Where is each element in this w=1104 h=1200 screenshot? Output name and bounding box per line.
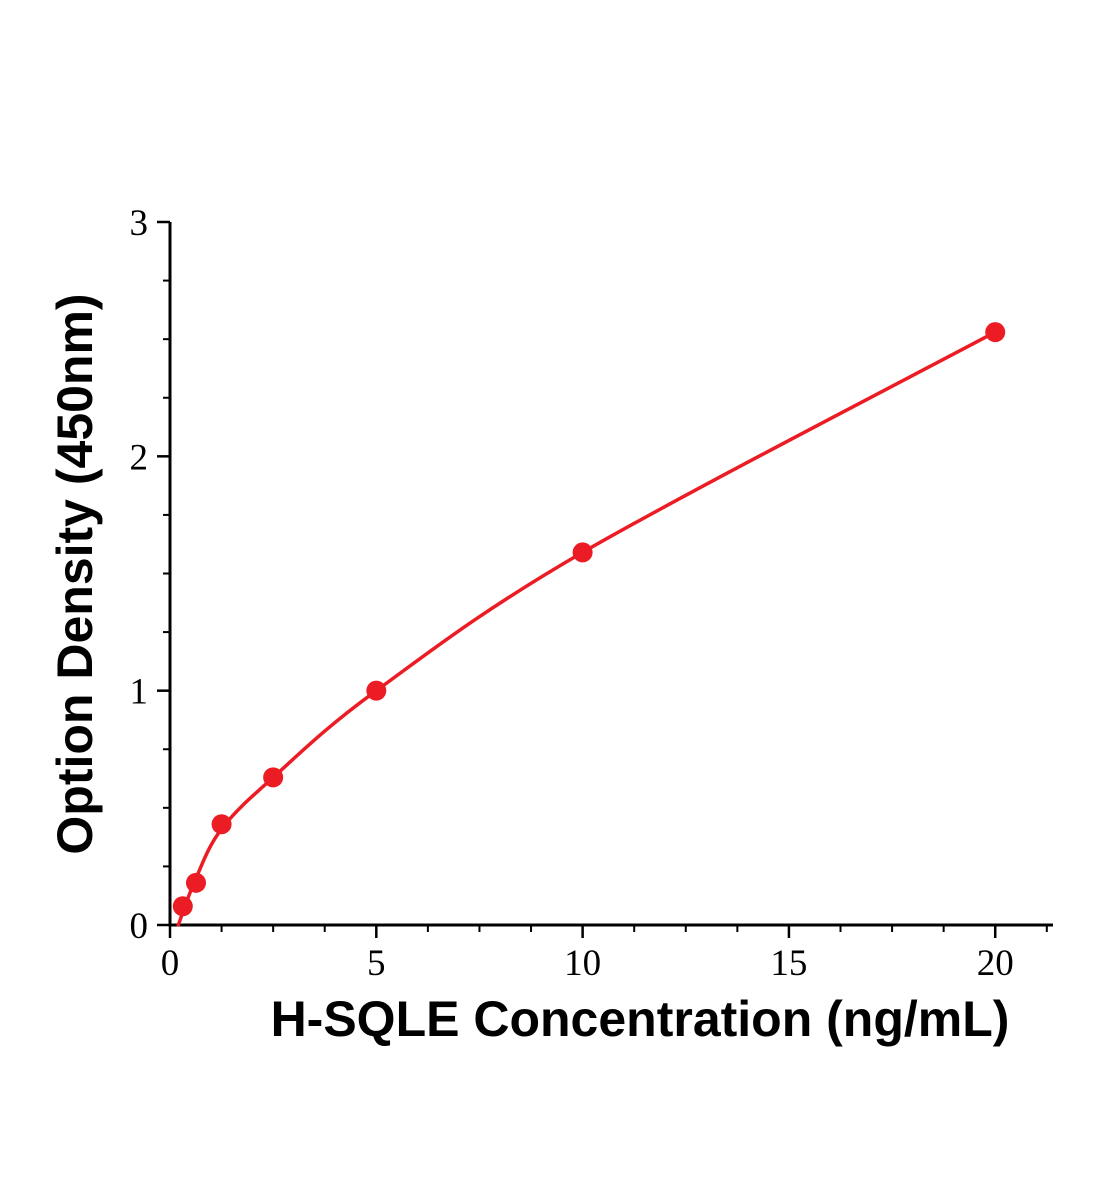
y-tick-label: 2 — [130, 437, 149, 478]
data-point — [985, 322, 1006, 343]
data-point — [211, 814, 232, 835]
data-point — [263, 767, 284, 788]
x-tick-label: 0 — [161, 943, 180, 984]
x-tick-label: 15 — [770, 943, 807, 984]
x-axis-title: H-SQLE Concentration (ng/mL) — [271, 991, 1010, 1047]
y-axis-title: Option Density (450nm) — [47, 293, 103, 854]
y-tick-label: 1 — [130, 672, 149, 713]
x-tick-label: 5 — [367, 943, 386, 984]
data-point — [172, 896, 193, 917]
data-point — [366, 680, 387, 701]
x-tick-label: 20 — [977, 943, 1014, 984]
y-tick-label: 3 — [130, 203, 149, 244]
data-point — [572, 542, 593, 563]
fit-curve — [176, 330, 997, 927]
data-point — [185, 872, 206, 893]
y-tick-label: 0 — [130, 906, 149, 947]
x-tick-label: 10 — [564, 943, 601, 984]
plot-area: 0 5 10 15 20 0 1 2 3 — [130, 203, 1053, 984]
